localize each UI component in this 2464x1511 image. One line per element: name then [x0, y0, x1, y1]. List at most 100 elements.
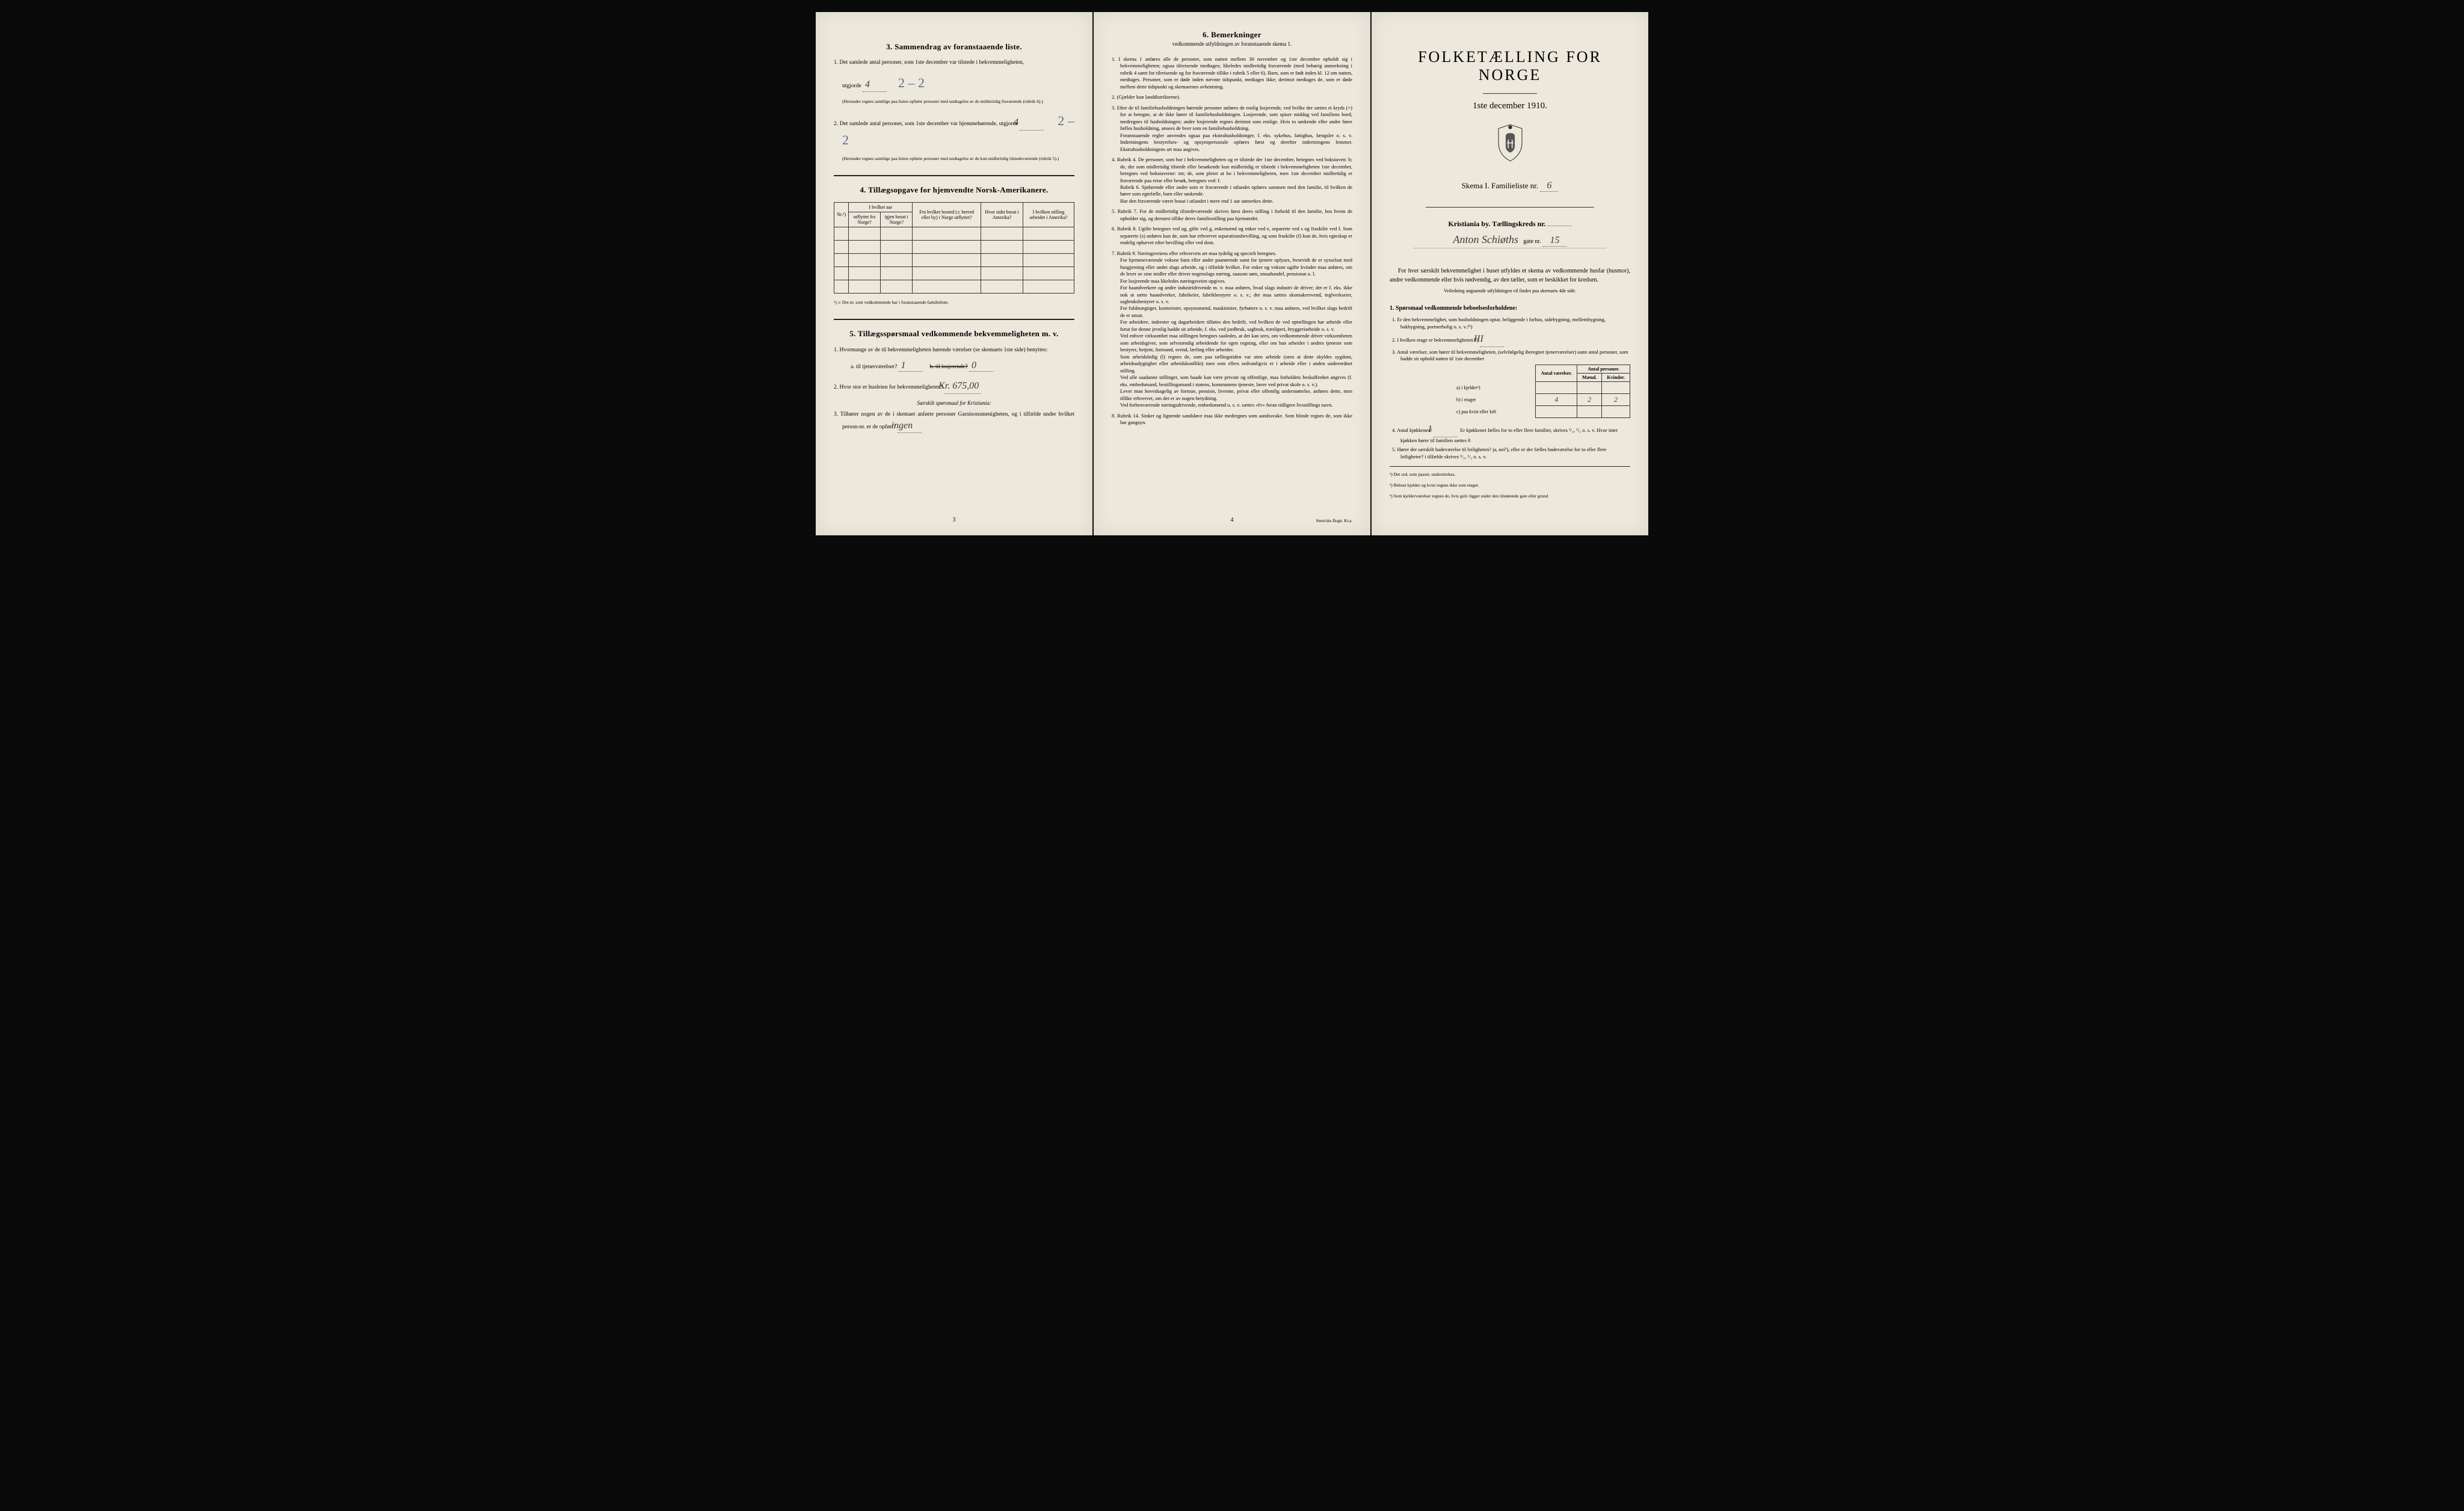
q1-1: 1. Er den bekvemmelighet, som husholdnin…: [1390, 316, 1630, 331]
q1-5: 5. Hører der særskilt badeværelse til le…: [1390, 446, 1630, 461]
s3-item1-val1: 4: [863, 78, 887, 92]
q5-1-sub: a. til tjenerværelser? 1 b. til losjeren…: [834, 360, 1074, 372]
rt-h2b: Kvinder.: [1602, 374, 1630, 382]
s3-item1-text: 1. Det samlede antal personer, som 1ste …: [834, 60, 1024, 66]
skema-line: Skema I. Familieliste nr. 6: [1390, 180, 1630, 192]
page-number: 3: [953, 517, 956, 523]
table-row: b) i etager 4 2 2: [1452, 394, 1630, 406]
q1-2-val: III: [1480, 333, 1504, 346]
section-5-title: 5. Tillægsspørsmaal vedkommende bekvemme…: [834, 329, 1074, 339]
q5-2-label: 2. Hvor stor er husleien for bekvemmelig…: [834, 384, 943, 390]
census-date: 1ste december 1910.: [1390, 101, 1630, 111]
table-row: [834, 280, 1074, 293]
s3-item1-val2: 2 – 2: [898, 75, 925, 90]
page-3: 3. Sammendrag av foranstaaende liste. 1.…: [816, 12, 1092, 535]
table-row: a) i kjelder³): [1452, 382, 1630, 394]
page-number: 4: [1231, 517, 1234, 523]
s3-item-1: 1. Det samlede antal personer, som 1ste …: [834, 59, 1074, 67]
street-num: 15: [1542, 235, 1566, 247]
table-row: [834, 227, 1074, 240]
fn-2: ²) Beboet kjelder og kvist regnes ikke s…: [1390, 482, 1630, 488]
street-line: Anton Schiøths gate nr. 15: [1414, 233, 1606, 248]
table-row: [834, 266, 1074, 280]
section-6-title: 6. Bemerkninger: [1112, 30, 1352, 40]
s3-item2-text: 2. Det samlede antal personer, som 1ste …: [834, 121, 1018, 127]
footnote-rule: [1390, 466, 1630, 467]
fn-1: ¹) Det ord, som passer, understrekes.: [1390, 472, 1630, 478]
remark-8: 8. Rubrik 14. Sinker og lignende sandslø…: [1112, 413, 1352, 426]
remark-1: 1. I skema 1 anføres alle de personer, s…: [1112, 56, 1352, 90]
t4-h1: Nr.¹): [834, 202, 849, 227]
q5-2-val: Kr. 675,00: [944, 379, 981, 393]
printer-mark: Steen'ske Bogtr. Kr.a.: [1316, 519, 1352, 523]
document-spread: 3. Sammendrag av foranstaaende liste. 1.…: [816, 12, 1648, 535]
table-row: [834, 240, 1074, 253]
q5-3-text: 3. Tilhører nogen av de i skemaet anført…: [834, 411, 1074, 431]
divider: [834, 175, 1074, 176]
q1-4-val: 1: [1434, 423, 1458, 437]
remark-2: 2. (Gjælder kun landdistrikterne).: [1112, 94, 1352, 100]
q5-3: 3. Tilhører nogen av de i skemaet anført…: [834, 411, 1074, 434]
t4-h2a: I hvilket aar: [849, 202, 913, 212]
table-row: c) paa kvist eller loft: [1452, 406, 1630, 418]
t4-h2b2: igjen bosat i Norge?: [880, 212, 912, 227]
remark-3: 3. Efter de til familiehusholdningen hør…: [1112, 105, 1352, 153]
remark-4: 4. Rubrik 4. De personer, som bor i bekv…: [1112, 156, 1352, 205]
t4-h5: I hvilken stilling arbeidet i Amerika?: [1023, 202, 1074, 227]
intro-sub: Veiledning angaaende utfyldningen vil fi…: [1390, 288, 1630, 294]
s3-item1-line2: utgjorde 4 2 – 2: [834, 73, 1074, 93]
t4-h3: Fra hvilket bosted (ɔ: herred eller by) …: [913, 202, 981, 227]
q5-1a-val: 1: [899, 360, 923, 372]
rule: [1426, 207, 1594, 208]
page-1-cover: FOLKETÆLLING FOR NORGE 1ste december 191…: [1372, 12, 1648, 535]
remark-5: 5. Rubrik 7. For de midlertidig tilstede…: [1112, 208, 1352, 222]
section-6-sub: vedkommende utfyldningen av foranstaaend…: [1112, 41, 1352, 47]
s3-item1-prefix: utgjorde: [842, 83, 861, 89]
q5-2: 2. Hvor stor er husleien for bekvemmelig…: [834, 379, 1074, 393]
s3-item-2: 2. Det samlede antal personer, som 1ste …: [834, 111, 1074, 150]
street-suffix: gate nr.: [1523, 238, 1541, 245]
skema-val: 6: [1540, 180, 1558, 192]
remark-7: 7. Rubrik 9. Næringsveiens eller erhverv…: [1112, 250, 1352, 409]
t4-footnote: ¹) ɔ: Det nr. som vedkommende har i fora…: [834, 300, 1074, 306]
rt-b1: 4: [1536, 394, 1577, 406]
rt-h1: Antal værelser.: [1536, 365, 1577, 382]
rt-b2: 2: [1577, 394, 1602, 406]
main-title: FOLKETÆLLING FOR NORGE: [1390, 48, 1630, 84]
intro-text: For hver særskilt bekvemmelighet i huset…: [1390, 266, 1630, 285]
q5-note: Særskilt spørsmaal for Kristiania:: [834, 400, 1074, 406]
remarks-body: 1. I skema 1 anføres alle de personer, s…: [1112, 56, 1352, 426]
s3-item1-note: (Herunder regnes samtlige paa listen opf…: [834, 99, 1074, 105]
q5-3-val: ingen: [898, 419, 922, 433]
s3-item2-note: (Herunder regnes samtlige paa listen opf…: [834, 156, 1074, 162]
q1-2: 2. I hvilken etage er bekvemmeligheten?²…: [1390, 333, 1630, 346]
divider: [834, 319, 1074, 320]
fn-3: ³) Som kjelderværelser regnes de, hvis g…: [1390, 493, 1630, 499]
rt-rc: c) paa kvist eller loft: [1452, 406, 1536, 418]
skema-label: Skema I. Familieliste nr.: [1462, 181, 1538, 190]
title-rule: [1483, 93, 1537, 94]
q1-title-text: 1. Spørsmaal vedkommende beboelsesforhol…: [1390, 305, 1517, 312]
t4-h4: Hvor sidst bosat i Amerika?: [981, 202, 1023, 227]
q1-2-text: 2. I hvilken etage er bekvemmeligheten?²…: [1392, 337, 1479, 343]
remark-6: 6. Rubrik 8. Ugifte betegnes ved ug, gif…: [1112, 226, 1352, 246]
rt-rb: b) i etager: [1452, 394, 1536, 406]
q5-1b-label: b. til losjerende?: [930, 364, 968, 370]
coat-of-arms-icon: [1390, 123, 1630, 165]
rt-b3: 2: [1602, 394, 1630, 406]
q5-1: 1. Hvormange av de til bekvemmeligheten …: [834, 346, 1074, 355]
page-4: 6. Bemerkninger vedkommende utfyldningen…: [1094, 12, 1370, 535]
s3-item2-val1: 4: [1020, 115, 1044, 130]
rt-h2a: Mænd.: [1577, 374, 1602, 382]
section-3-title: 3. Sammendrag av foranstaaende liste.: [834, 42, 1074, 52]
q1-4-label: 4. Antal kjøkkener?: [1392, 427, 1432, 433]
rt-h2: Antal personer.: [1577, 365, 1630, 374]
q1-4: 4. Antal kjøkkener? 1 Er kjøkkenet fælle…: [1390, 423, 1630, 444]
q1-3: 3. Antal værelser, som hører til bekvemm…: [1390, 349, 1630, 363]
rooms-table: Antal værelser. Antal personer. Mænd. Kv…: [1452, 365, 1630, 418]
t4-h2b1: utflyttet fra Norge?: [849, 212, 881, 227]
table-4: Nr.¹) I hvilket aar Fra hvilket bosted (…: [834, 202, 1074, 294]
q5-1a-label: a. til tjenerværelser?: [851, 364, 897, 370]
rt-ra: a) i kjelder³): [1452, 382, 1536, 394]
section-4-title: 4. Tillægsopgave for hjemvendte Norsk-Am…: [834, 185, 1074, 195]
